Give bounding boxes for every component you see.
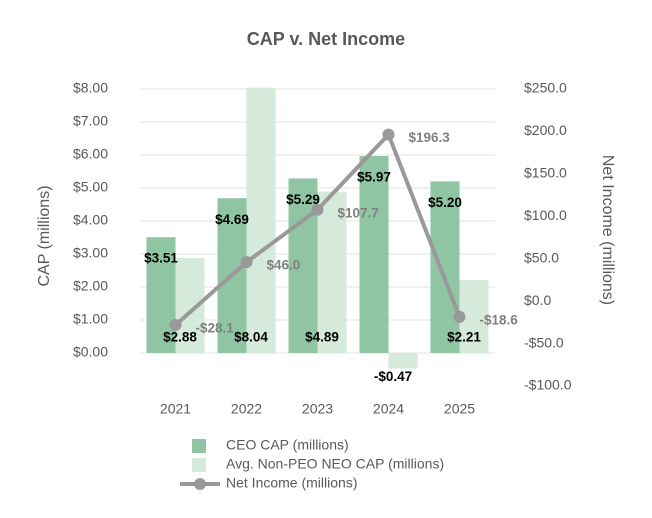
data-label: -$18.6 [480,312,519,327]
data-label: $2.88 [163,330,197,345]
legend-swatch [192,458,206,472]
data-label: $107.7 [338,205,379,220]
bar [359,155,389,353]
y-tick-label: $2.00 [73,278,108,294]
y2-tick-label: $50.0 [524,249,559,265]
bar [146,237,176,353]
legend-label: CEO CAP (millions) [226,437,349,453]
y2-tick-label: $200.0 [524,122,567,138]
y2-tick-label: -$50.0 [524,334,564,350]
data-label: $2.21 [447,330,481,345]
legend-swatch [194,478,206,490]
data-label: -$28.1 [196,321,235,336]
data-label: $5.20 [428,195,462,210]
marker [240,256,253,269]
legend-swatch [192,439,206,453]
x-tick-label: 2023 [302,401,333,417]
y-tick-label: $5.00 [73,179,108,195]
data-label: $5.29 [286,192,320,207]
y-tick-label: $4.00 [73,212,108,228]
y-tick-label: $8.00 [73,80,108,96]
y2-tick-label: -$100.0 [524,377,572,393]
y-tick-label: $7.00 [73,113,108,129]
bar [317,191,347,353]
x-tick-label: 2022 [231,401,262,417]
data-label: -$0.47 [374,369,412,384]
y2-tick-label: $250.0 [524,80,567,96]
data-label: $46.0 [267,258,301,273]
y2-tick-label: $150.0 [524,165,567,181]
y-tick-label: $0.00 [73,344,108,360]
bar [388,353,418,369]
x-tick-label: 2025 [444,401,475,417]
marker [453,310,466,323]
bar [246,87,276,354]
x-tick-label: 2024 [373,401,404,417]
chart-title: CAP v. Net Income [247,29,405,49]
marker [382,128,395,141]
marker [169,318,182,331]
y-axis-title: CAP (millions) [36,185,53,286]
data-label: $8.04 [234,330,268,345]
data-label: $196.3 [409,130,451,145]
y2-axis-title: Net Income (millions) [599,155,616,305]
y2-tick-label: $100.0 [524,207,567,223]
y-tick-label: $6.00 [73,146,108,162]
bar [430,181,460,353]
y2-tick-label: $0.0 [524,292,551,308]
legend-label: Net Income (millions) [226,475,357,491]
y-tick-label: $3.00 [73,245,108,261]
legend-label: Avg. Non-PEO NEO CAP (millions) [226,456,444,472]
data-label: $3.51 [144,251,178,266]
data-label: $5.97 [357,170,391,185]
x-tick-label: 2021 [160,401,191,417]
data-label: $4.69 [215,212,249,227]
y-tick-label: $1.00 [73,311,108,327]
data-label: $4.89 [305,330,339,345]
marker [311,203,324,216]
